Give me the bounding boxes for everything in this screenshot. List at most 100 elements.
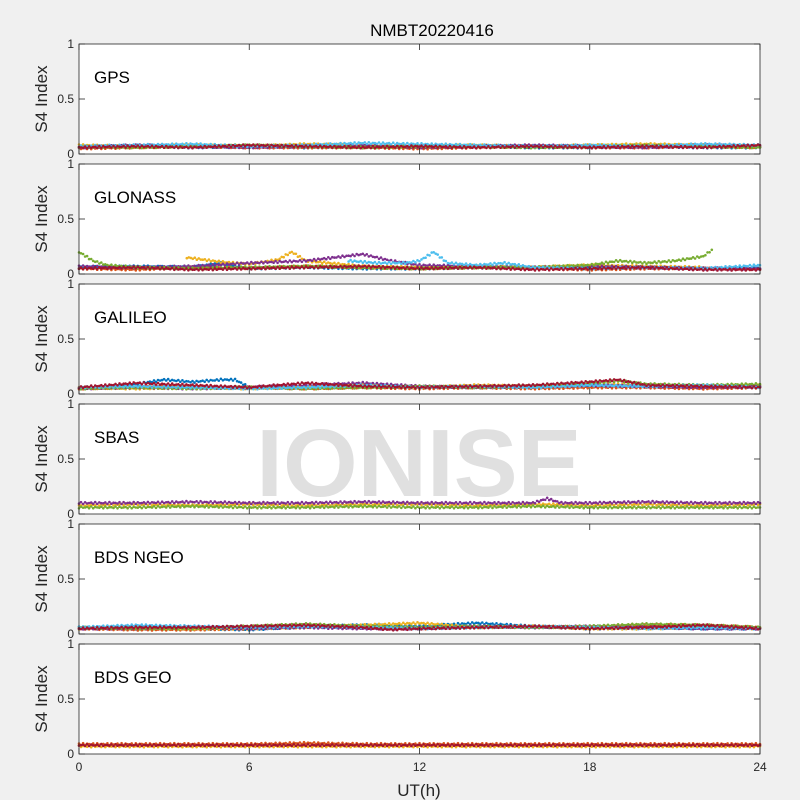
data-point — [497, 266, 500, 269]
panel-label: GPS — [94, 68, 130, 87]
data-point — [124, 146, 127, 149]
data-point — [679, 259, 683, 262]
data-point — [533, 269, 537, 272]
data-point — [460, 146, 464, 150]
data-point — [193, 256, 197, 260]
data-point — [369, 146, 373, 150]
data-point — [677, 268, 681, 271]
data-point — [231, 379, 235, 382]
data-point — [93, 266, 97, 269]
data-point — [91, 143, 95, 146]
data-point — [286, 261, 290, 264]
data-point — [235, 268, 239, 271]
data-point — [428, 263, 431, 267]
data-point — [629, 146, 632, 149]
data-point — [367, 264, 371, 268]
data-point — [229, 377, 233, 381]
data-point — [489, 146, 492, 150]
data-point — [616, 144, 620, 148]
data-point — [387, 260, 391, 264]
data-point — [720, 146, 723, 149]
data-point — [322, 260, 326, 264]
data-point — [416, 142, 419, 145]
data-point — [327, 266, 330, 270]
data-point — [156, 142, 160, 146]
data-point — [193, 381, 196, 384]
data-point — [487, 145, 490, 148]
data-point — [517, 263, 521, 266]
data-point — [458, 145, 462, 148]
data-point — [444, 265, 448, 269]
data-point — [310, 259, 314, 263]
data-point — [513, 146, 517, 149]
y-tick-label: 0.5 — [57, 92, 74, 106]
data-point — [527, 145, 531, 149]
data-point — [440, 256, 444, 259]
data-point — [679, 144, 683, 148]
data-point — [95, 146, 99, 149]
data-point — [217, 379, 221, 383]
data-point — [353, 141, 356, 144]
data-point — [264, 267, 267, 271]
data-point — [639, 142, 642, 145]
data-point — [408, 146, 411, 149]
data-point — [418, 260, 421, 263]
data-point — [339, 256, 342, 259]
data-point — [353, 254, 356, 258]
y-tick-label: 0.5 — [57, 212, 74, 226]
data-point — [365, 253, 369, 256]
data-point — [475, 147, 478, 150]
data-point — [288, 267, 292, 270]
data-point — [598, 143, 602, 146]
data-point — [353, 264, 356, 267]
data-point — [312, 142, 316, 145]
data-point — [110, 263, 113, 267]
data-point — [470, 267, 474, 270]
data-point — [400, 262, 403, 266]
data-point — [337, 261, 340, 265]
data-point — [185, 142, 188, 145]
data-point — [389, 258, 393, 262]
data-point — [100, 261, 103, 264]
data-point — [189, 145, 192, 148]
data-point — [276, 265, 279, 269]
data-point — [730, 145, 733, 149]
data-point — [89, 257, 93, 261]
data-point — [156, 266, 160, 269]
data-point — [318, 144, 322, 147]
data-point — [468, 142, 472, 146]
data-point — [602, 145, 606, 148]
data-point — [302, 142, 306, 145]
data-point — [422, 147, 425, 151]
data-point — [239, 145, 243, 148]
data-point — [448, 144, 452, 148]
data-point — [420, 144, 423, 147]
data-point — [659, 142, 662, 146]
data-point — [377, 264, 381, 268]
data-point — [351, 142, 354, 146]
data-point — [402, 147, 405, 151]
data-point — [742, 267, 746, 271]
data-point — [150, 144, 154, 147]
data-point — [379, 256, 383, 259]
data-point — [209, 142, 212, 146]
data-point — [728, 142, 731, 146]
figure-title: NMBT20220416 — [370, 21, 494, 40]
data-point — [440, 147, 444, 151]
data-point — [572, 268, 575, 271]
data-point — [373, 260, 377, 264]
data-point — [170, 142, 174, 145]
data-point — [444, 142, 448, 145]
data-point — [79, 266, 83, 270]
data-point — [547, 268, 551, 272]
data-point — [456, 267, 460, 270]
data-point — [248, 262, 251, 266]
data-point — [730, 269, 733, 272]
data-point — [298, 142, 302, 145]
data-point — [146, 265, 150, 269]
data-point — [541, 265, 545, 269]
data-point — [254, 144, 257, 148]
data-point — [483, 265, 486, 269]
